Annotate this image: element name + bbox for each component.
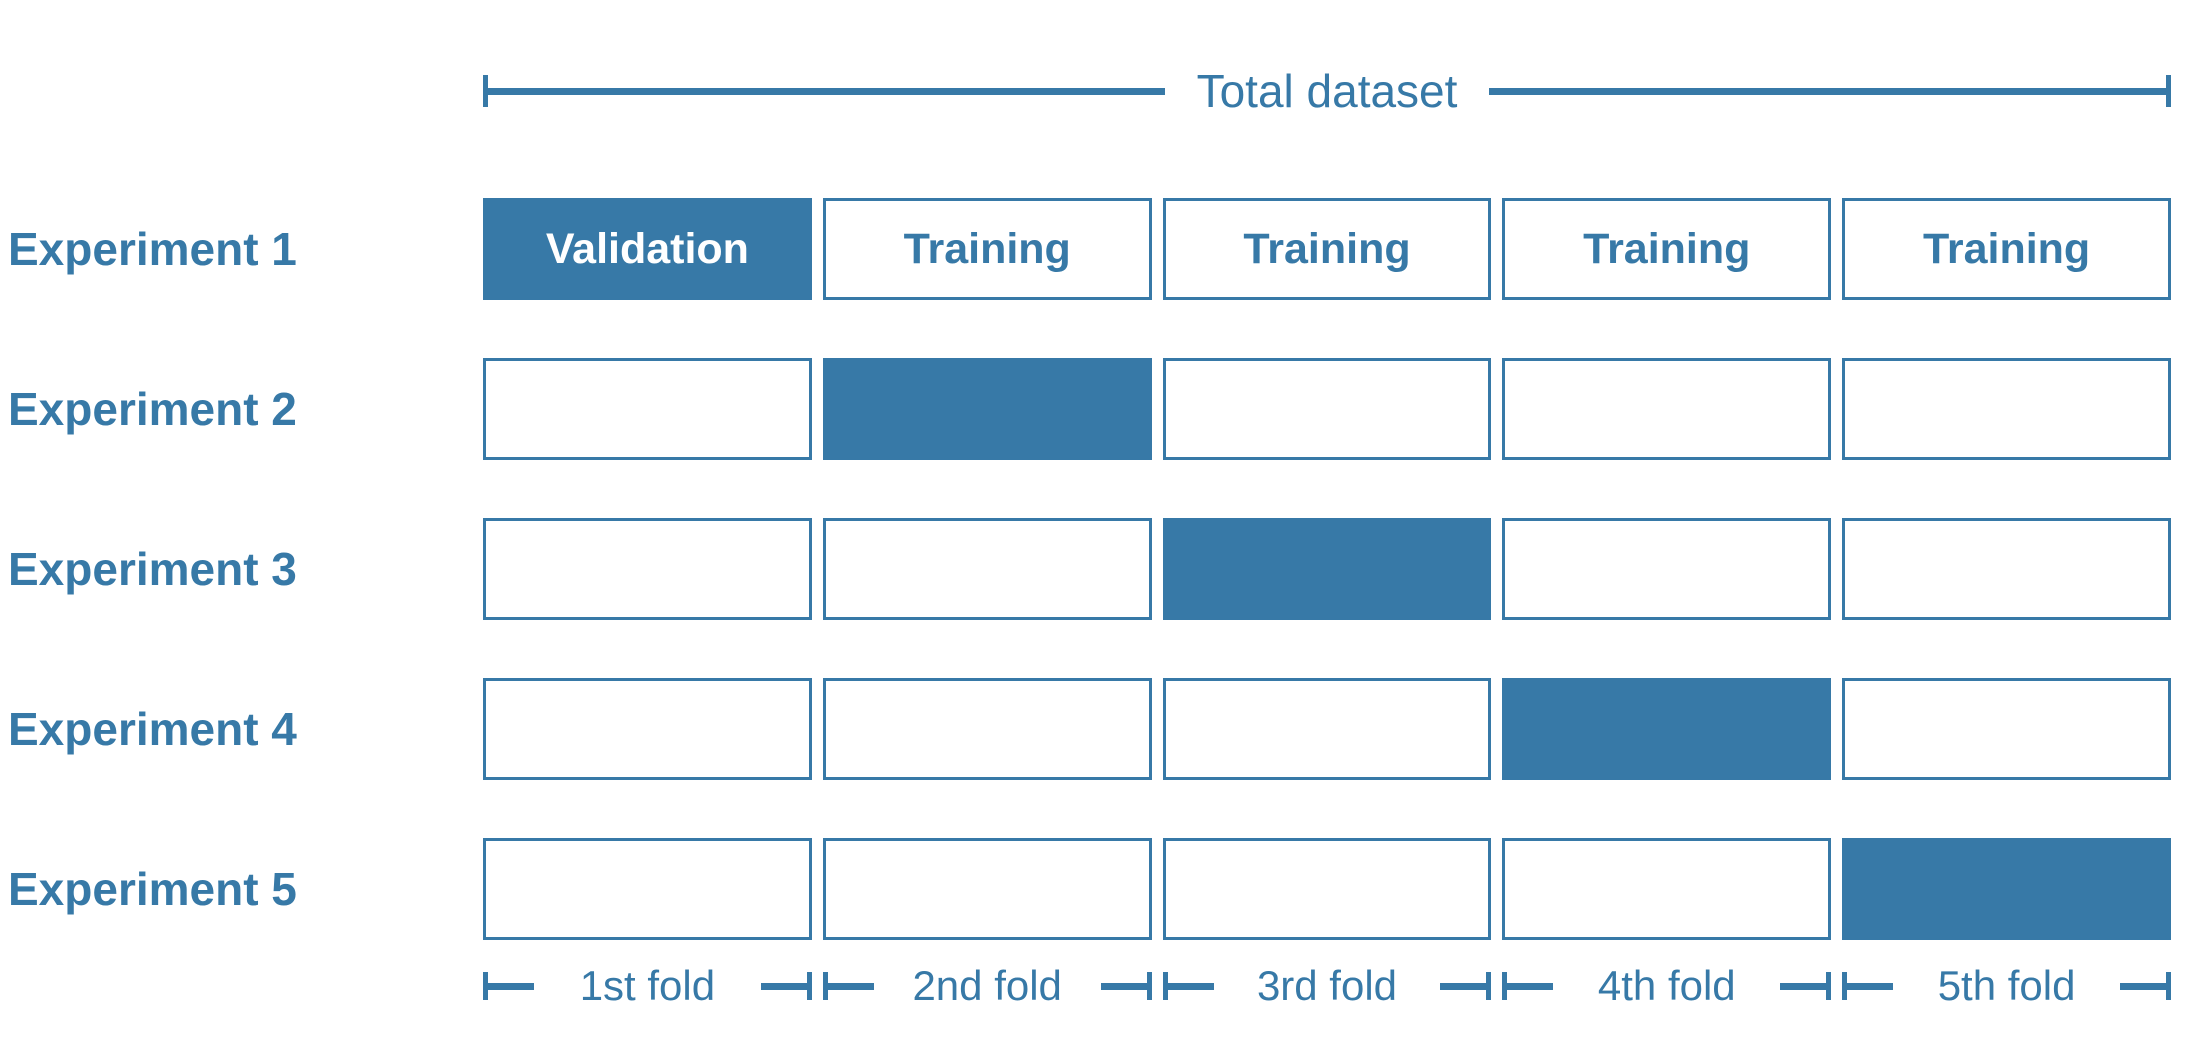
cell-label: Training	[1922, 224, 2091, 273]
training-cell	[1842, 358, 2171, 460]
ruler-left-tick	[483, 75, 488, 107]
training-cell: Training	[1842, 198, 2171, 300]
fold-right-tick	[1100, 972, 1152, 1000]
experiment-5-label: Experiment 5	[8, 863, 297, 915]
experiment-2-cells	[483, 358, 2171, 460]
cell-label: Training	[1583, 224, 1751, 273]
ruler-line-left	[488, 87, 1165, 95]
experiment-2-label: Experiment 2	[8, 383, 297, 435]
experiment-1-label: Experiment 1	[8, 223, 297, 275]
experiment-5-cells	[483, 838, 2171, 940]
validation-cell	[1502, 678, 1832, 780]
training-cell	[483, 838, 812, 940]
total-dataset-ruler-row: Total dataset	[0, 65, 2171, 117]
training-cell	[1842, 678, 2171, 780]
fold-left-tick	[1842, 972, 1894, 1000]
experiment-1-cells: Validation Training Training Training Tr…	[483, 198, 2171, 300]
training-cell	[1502, 358, 1832, 460]
experiment-3-cells	[483, 518, 2171, 620]
fold-label: 3rd fold	[1256, 962, 1398, 1009]
fold-left-tick	[1162, 972, 1214, 1000]
fold-ruler-1: 1st fold	[483, 960, 812, 1012]
experiment-3-label: Experiment 3	[8, 543, 297, 595]
fold-right-tick	[2119, 972, 2171, 1000]
fold-left-tick	[822, 972, 874, 1000]
cell-label: Training	[903, 224, 1071, 273]
experiment-row-1: Experiment 1 Validation Training Trainin…	[0, 198, 2171, 300]
training-cell	[483, 358, 812, 460]
experiment-row-5: Experiment 5	[0, 838, 2171, 940]
validation-cell	[1162, 518, 1492, 620]
fold-left-spacer	[0, 960, 483, 1012]
training-cell	[822, 678, 1152, 780]
experiment-row-2: Experiment 2	[0, 358, 2171, 460]
training-cell	[1162, 358, 1492, 460]
training-cell: Training	[822, 198, 1152, 300]
fold-left-tick	[483, 972, 534, 1000]
fold-ruler-2: 2nd fold	[822, 960, 1152, 1012]
training-cell	[822, 838, 1152, 940]
fold-rulers: 1st fold 2nd fold 3rd fold 4th fold	[483, 960, 2171, 1012]
experiment-4-label: Experiment 4	[8, 703, 297, 755]
experiment-rows: Experiment 1 Validation Training Trainin…	[0, 198, 2196, 940]
ruler-left-spacer	[0, 66, 483, 116]
fold-right-tick	[1780, 972, 1832, 1000]
validation-cell	[1842, 838, 2171, 940]
experiment-4-cells	[483, 678, 2171, 780]
total-dataset-label: Total dataset	[1196, 65, 1458, 117]
fold-label: 2nd fold	[912, 962, 1062, 1009]
cell-label: Training	[1243, 224, 1411, 273]
fold-label: 1st fold	[579, 962, 716, 1009]
validation-cell	[822, 358, 1152, 460]
fold-ruler-row: 1st fold 2nd fold 3rd fold 4th fold	[0, 960, 2171, 1012]
fold-ruler-3: 3rd fold	[1162, 960, 1492, 1012]
fold-ruler-5: 5th fold	[1842, 960, 2171, 1012]
fold-label: 4th fold	[1597, 962, 1736, 1009]
training-cell	[1502, 518, 1832, 620]
validation-cell: Validation	[483, 198, 812, 300]
experiment-row-4: Experiment 4	[0, 678, 2171, 780]
fold-ruler-4: 4th fold	[1502, 960, 1832, 1012]
fold-label: 5th fold	[1937, 962, 2076, 1009]
training-cell	[483, 518, 812, 620]
ruler-line-right	[1489, 87, 2166, 95]
experiment-row-3: Experiment 3	[0, 518, 2171, 620]
fold-right-tick	[760, 972, 812, 1000]
training-cell	[1842, 518, 2171, 620]
training-cell	[1502, 838, 1832, 940]
ruler-right-tick	[2166, 75, 2171, 107]
training-cell: Training	[1502, 198, 1832, 300]
training-cell	[822, 518, 1152, 620]
training-cell	[1162, 838, 1492, 940]
training-cell: Training	[1162, 198, 1492, 300]
training-cell	[483, 678, 812, 780]
fold-left-tick	[1502, 972, 1554, 1000]
fold-right-tick	[1440, 972, 1492, 1000]
training-cell	[1162, 678, 1492, 780]
cell-label: Validation	[545, 224, 749, 273]
total-dataset-ruler: Total dataset	[483, 65, 2171, 117]
